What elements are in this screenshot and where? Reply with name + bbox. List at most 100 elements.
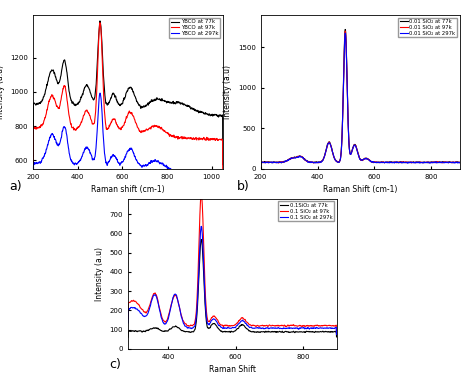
- YBCO at 77k: [182, 102, 188, 107]
- YBCO at 77k: [114, 99, 120, 103]
- Legend: 0.01 SiO₂ at 77k, 0.01 SiO₂ at 97k, 0.01 SiO₂ at 297k: 0.01 SiO₂ at 77k, 0.01 SiO₂ at 97k, 0.01…: [398, 18, 457, 38]
- 0.01 SiO₂ at 97k: [258, 164, 264, 168]
- YBCO at 97k: [30, 171, 36, 176]
- X-axis label: Raman Shift: Raman Shift: [209, 365, 256, 374]
- Line: 0.01 SiO₂ at 297k: 0.01 SiO₂ at 297k: [261, 33, 460, 165]
- 0.1 SiO₂ at 97k: [191, 322, 197, 327]
- 0.01 SiO₂ at 297k: [457, 160, 463, 165]
- YBCO at 97k: [114, 123, 120, 127]
- YBCO at 77k: [178, 101, 184, 106]
- 0.01 SiO₂ at 97k: [270, 160, 276, 165]
- 0.01 SiO₂ at 77k: [429, 160, 435, 165]
- Text: a): a): [9, 180, 22, 193]
- Y-axis label: Intensity (a.u): Intensity (a.u): [95, 247, 104, 301]
- YBCO at 77k: [97, 19, 103, 23]
- 0.1 SiO₂ at 97k: [176, 303, 182, 307]
- YBCO at 97k: [182, 135, 188, 139]
- YBCO at 97k: [220, 179, 226, 184]
- X-axis label: Raman shift (cm-1): Raman shift (cm-1): [91, 185, 165, 194]
- 0.01 SiO₂ at 297k: [385, 160, 391, 164]
- 0.1SiO₂ at 77k: [184, 330, 190, 334]
- YBCO at 297k: [182, 171, 188, 176]
- 0.1SiO₂ at 77k: [191, 329, 197, 333]
- 0.01 SiO₂ at 77k: [342, 27, 348, 32]
- Line: 0.1 SiO₂ at 97k: 0.1 SiO₂ at 97k: [128, 193, 337, 333]
- YBCO at 297k: [178, 170, 184, 174]
- 0.01 SiO₂ at 297k: [270, 160, 276, 165]
- Line: 0.01 SiO₂ at 77k: 0.01 SiO₂ at 77k: [261, 30, 460, 166]
- 0.1 SiO₂ at 297k: [191, 325, 197, 329]
- 0.1SiO₂ at 77k: [263, 330, 268, 334]
- YBCO at 97k: [97, 21, 103, 25]
- YBCO at 297k: [114, 158, 120, 162]
- 0.01 SiO₂ at 297k: [342, 31, 348, 36]
- Line: YBCO at 97k: YBCO at 97k: [33, 23, 223, 182]
- Legend: 0.1SiO₂ at 77k, 0.1 SiO₂ at 97k, 0.1 SiO₂ at 297k: 0.1SiO₂ at 77k, 0.1 SiO₂ at 97k, 0.1 SiO…: [279, 201, 334, 221]
- 0.01 SiO₂ at 97k: [342, 29, 348, 33]
- 0.01 SiO₂ at 77k: [409, 160, 415, 165]
- 0.01 SiO₂ at 77k: [258, 164, 264, 168]
- X-axis label: Raman Shift (cm-1): Raman Shift (cm-1): [323, 185, 397, 194]
- 0.1 SiO₂ at 297k: [334, 332, 339, 337]
- 0.1 SiO₂ at 97k: [125, 316, 131, 321]
- 0.1 SiO₂ at 297k: [313, 326, 319, 330]
- YBCO at 97k: [178, 135, 184, 139]
- 0.1SiO₂ at 77k: [125, 335, 131, 339]
- 0.1 SiO₂ at 97k: [334, 331, 339, 335]
- 0.01 SiO₂ at 297k: [379, 160, 384, 165]
- 0.1 SiO₂ at 97k: [288, 323, 293, 328]
- 0.01 SiO₂ at 297k: [374, 160, 379, 165]
- 0.1SiO₂ at 77k: [176, 326, 182, 330]
- 0.01 SiO₂ at 97k: [374, 160, 379, 164]
- YBCO at 97k: [161, 128, 166, 132]
- Y-axis label: Intensity (a.u): Intensity (a.u): [0, 65, 5, 119]
- YBCO at 297k: [97, 91, 103, 95]
- YBCO at 297k: [50, 132, 55, 136]
- 0.01 SiO₂ at 297k: [429, 160, 435, 165]
- YBCO at 77k: [107, 98, 113, 103]
- 0.01 SiO₂ at 297k: [409, 160, 415, 165]
- 0.1 SiO₂ at 297k: [184, 325, 190, 329]
- 0.1 SiO₂ at 97k: [263, 324, 268, 328]
- 0.01 SiO₂ at 77k: [374, 160, 379, 164]
- 0.1 SiO₂ at 97k: [313, 323, 319, 328]
- YBCO at 297k: [107, 158, 113, 162]
- 0.1 SiO₂ at 97k: [199, 191, 204, 195]
- 0.1 SiO₂ at 297k: [263, 326, 268, 331]
- YBCO at 297k: [161, 164, 166, 168]
- 0.01 SiO₂ at 97k: [409, 160, 415, 165]
- Text: b): b): [237, 180, 250, 193]
- 0.1 SiO₂ at 297k: [125, 321, 131, 325]
- 0.01 SiO₂ at 97k: [385, 160, 391, 165]
- Line: 0.1 SiO₂ at 297k: 0.1 SiO₂ at 297k: [128, 226, 337, 334]
- YBCO at 77k: [30, 154, 36, 159]
- 0.1 SiO₂ at 97k: [184, 323, 190, 327]
- Text: c): c): [109, 358, 121, 371]
- 0.1SiO₂ at 77k: [313, 330, 319, 334]
- 0.01 SiO₂ at 77k: [457, 160, 463, 165]
- Line: YBCO at 297k: YBCO at 297k: [33, 93, 223, 204]
- Legend: YBCO at 77k, YBCO at 97k, YBCO at 297k: YBCO at 77k, YBCO at 97k, YBCO at 297k: [169, 18, 220, 38]
- 0.1SiO₂ at 77k: [199, 237, 204, 242]
- YBCO at 77k: [161, 98, 166, 103]
- 0.01 SiO₂ at 97k: [379, 160, 384, 165]
- 0.1SiO₂ at 77k: [288, 330, 293, 334]
- Line: 0.1SiO₂ at 77k: 0.1SiO₂ at 77k: [128, 239, 337, 337]
- 0.01 SiO₂ at 77k: [385, 160, 391, 165]
- YBCO at 297k: [220, 201, 226, 206]
- 0.01 SiO₂ at 77k: [379, 160, 384, 164]
- 0.1 SiO₂ at 297k: [176, 303, 182, 308]
- 0.01 SiO₂ at 97k: [429, 160, 435, 165]
- 0.01 SiO₂ at 77k: [270, 160, 276, 165]
- YBCO at 77k: [50, 68, 55, 73]
- Line: 0.01 SiO₂ at 97k: 0.01 SiO₂ at 97k: [261, 31, 460, 166]
- 0.01 SiO₂ at 297k: [258, 163, 264, 168]
- 0.1 SiO₂ at 297k: [288, 326, 293, 330]
- YBCO at 97k: [107, 122, 113, 127]
- YBCO at 97k: [50, 93, 55, 98]
- 0.1SiO₂ at 77k: [334, 334, 339, 339]
- 0.1 SiO₂ at 297k: [199, 224, 204, 229]
- YBCO at 297k: [30, 194, 36, 198]
- Line: YBCO at 77k: YBCO at 77k: [33, 21, 223, 165]
- Y-axis label: Intensity (a.u): Intensity (a.u): [223, 65, 232, 119]
